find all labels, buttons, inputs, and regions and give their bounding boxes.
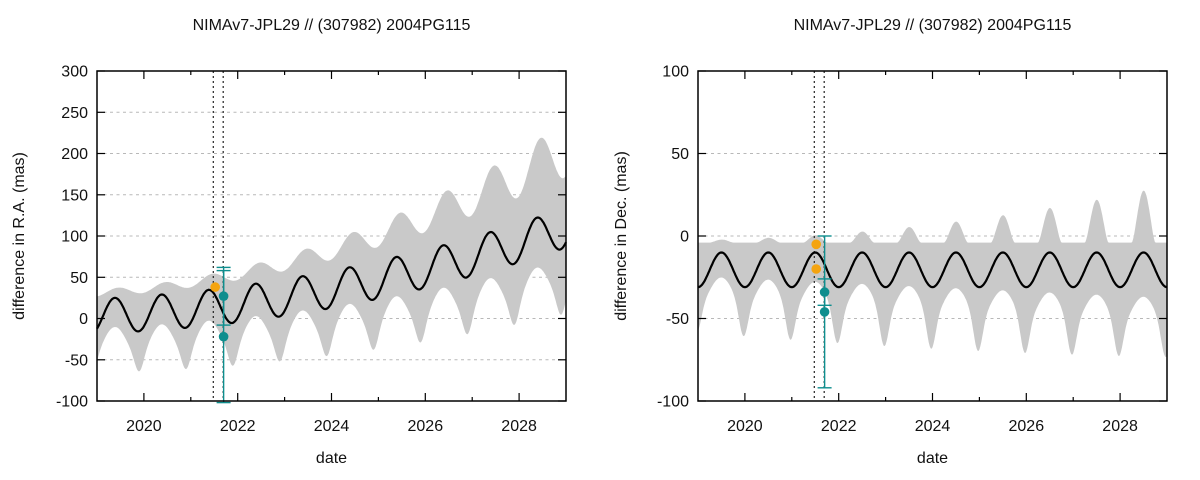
plot-right-xlabel: date xyxy=(916,450,949,467)
offset-orange-1-marker xyxy=(811,239,821,250)
offset-teal-1-marker xyxy=(819,287,830,297)
y-tick-label: 150 xyxy=(61,187,88,204)
uncertainty-band xyxy=(97,137,566,372)
plot-right: 2020 2022 2024 2026 2028 -100 -50 0 50 100 xyxy=(657,64,1168,435)
plot-left: 2020 2022 2024 2026 2028 -100 -50 0 50 100 150 200 2… xyxy=(56,64,567,435)
x-tick-label: 2020 xyxy=(126,418,162,435)
difference-curve xyxy=(697,251,1168,289)
uncertainty-band xyxy=(698,190,1167,357)
y-tick-label: 200 xyxy=(61,146,88,163)
offset-teal-1-marker xyxy=(218,291,229,302)
y-tick-label: -50 xyxy=(666,311,689,328)
y-tick-label: 0 xyxy=(680,229,689,246)
plot-right-ylabel: difference in Dec. (mas) xyxy=(613,151,630,321)
x-tick-label: 2026 xyxy=(408,418,444,435)
y-tick-label: -100 xyxy=(657,394,689,411)
offset-orange-2-marker xyxy=(811,264,821,274)
x-tick-label: 2022 xyxy=(821,418,857,435)
difference-curve xyxy=(96,216,567,333)
y-tick-label: -50 xyxy=(65,352,88,369)
y-tick-label: 250 xyxy=(61,105,88,122)
x-tick-label: 2024 xyxy=(314,418,350,435)
plot-left-title: NIMAv7-JPL29 // (307982) 2004PG115 xyxy=(192,17,471,34)
y-tick-label: 0 xyxy=(79,311,88,328)
x-tick-label: 2028 xyxy=(1102,418,1138,435)
plot-left-ylabel: difference in R.A. (mas) xyxy=(11,152,28,320)
y-tick-label: 100 xyxy=(662,64,689,81)
plot-right-title: NIMAv7-JPL29 // (307982) 2004PG115 xyxy=(793,17,1072,34)
y-tick-label: -100 xyxy=(56,394,88,411)
offset-orange-marker xyxy=(210,282,220,292)
x-tick-label: 2028 xyxy=(501,418,537,435)
offset-teal-2-marker xyxy=(819,307,830,317)
x-tick-label: 2026 xyxy=(1009,418,1045,435)
y-tick-label: 100 xyxy=(61,229,88,246)
x-tick-label: 2020 xyxy=(727,418,763,435)
offset-teal-2-marker xyxy=(218,331,229,342)
x-tick-label: 2024 xyxy=(915,418,951,435)
plot-left-xlabel: date xyxy=(315,450,348,467)
x-tick-label: 2022 xyxy=(220,418,256,435)
y-tick-label: 50 xyxy=(671,146,689,163)
y-tick-label: 50 xyxy=(70,270,88,287)
y-tick-label: 300 xyxy=(61,64,88,81)
